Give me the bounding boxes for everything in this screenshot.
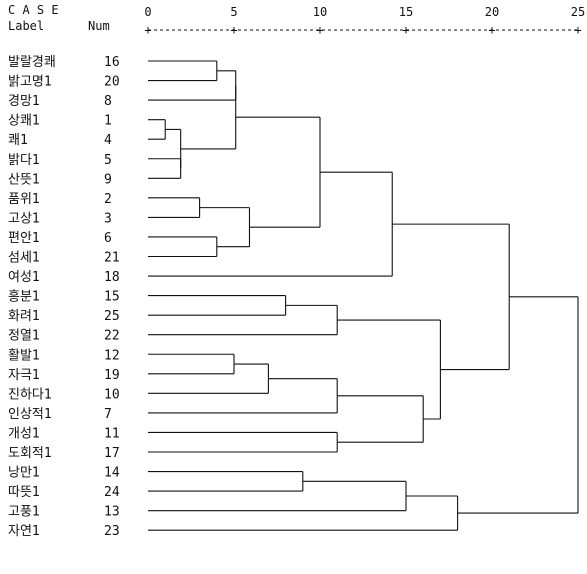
leaf-label: 고풍1 xyxy=(8,505,40,520)
leaf-number: 4 xyxy=(104,133,112,148)
leaf-number: 7 xyxy=(104,407,112,422)
leaf-label: 쾌1 xyxy=(8,133,28,148)
leaf-label: 화려1 xyxy=(8,309,40,324)
leaf-label: 경망1 xyxy=(8,94,40,109)
leaf-number: 9 xyxy=(104,172,112,187)
case-header-title: C A S E xyxy=(8,3,59,17)
axis-tick-plus: + xyxy=(574,23,581,37)
leaf-label: 밝고명1 xyxy=(8,75,52,90)
leaf-number: 15 xyxy=(104,290,120,305)
leaf-number: 6 xyxy=(104,231,112,246)
dendrogram-tree xyxy=(148,61,578,530)
leaf-label: 자극1 xyxy=(8,368,40,383)
leaf-number: 1 xyxy=(104,114,112,129)
leaf-number: 11 xyxy=(104,426,120,441)
leaf-number: 21 xyxy=(104,251,120,266)
axis-tick-label: 25 xyxy=(571,5,585,19)
leaf-label: 여성1 xyxy=(8,270,40,285)
axis-tick-plus: + xyxy=(316,23,323,37)
axis-tick-plus: + xyxy=(402,23,409,37)
axis-tick-plus: + xyxy=(144,23,151,37)
leaf-number: 23 xyxy=(104,524,120,539)
leaf-labels: 발랄경쾌 16 밝고명1 20 경망1 8 상쾌1 1 쾌1 4 밝다1 5 산뜻1 9 품위1 2 고상1 3 편… xyxy=(8,55,120,539)
leaf-number: 18 xyxy=(104,270,120,285)
leaf-label: 밝다1 xyxy=(8,153,40,168)
leaf-number: 12 xyxy=(104,348,120,363)
leaf-number: 13 xyxy=(104,505,120,520)
axis-tick-label: 10 xyxy=(313,5,327,19)
label-column-header: Label xyxy=(8,19,44,33)
leaf-label: 자연1 xyxy=(8,524,40,539)
distance-axis: 0 5 10 15 20 25 + + + + + + xyxy=(144,5,585,37)
leaf-label: 개성1 xyxy=(8,426,40,441)
leaf-label: 품위1 xyxy=(8,192,40,207)
leaf-label: 낭만1 xyxy=(8,466,40,481)
header: C A S E Label Num xyxy=(8,3,110,33)
axis-tick-label: 5 xyxy=(230,5,237,19)
leaf-number: 3 xyxy=(104,211,112,226)
axis-tick-plus: + xyxy=(488,23,495,37)
axis-tick-plus: + xyxy=(230,23,237,37)
leaf-label: 따뜻1 xyxy=(8,485,40,500)
axis-tick-label: 0 xyxy=(144,5,151,19)
leaf-number: 25 xyxy=(104,309,120,324)
leaf-number: 22 xyxy=(104,329,120,344)
leaf-number: 8 xyxy=(104,94,112,109)
leaf-label: 상쾌1 xyxy=(8,114,40,129)
num-column-header: Num xyxy=(88,19,110,33)
leaf-label: 편안1 xyxy=(8,231,40,246)
leaf-label: 도회적1 xyxy=(8,446,52,461)
leaf-number: 20 xyxy=(104,75,120,90)
leaf-number: 5 xyxy=(104,153,112,168)
leaf-label: 정열1 xyxy=(8,329,40,344)
leaf-label: 고상1 xyxy=(8,211,40,226)
leaf-label: 섬세1 xyxy=(8,251,40,266)
axis-tick-label: 15 xyxy=(399,5,413,19)
leaf-label: 진하다1 xyxy=(8,387,52,402)
leaf-number: 16 xyxy=(104,55,120,70)
leaf-number: 10 xyxy=(104,387,120,402)
leaf-label: 인상적1 xyxy=(8,407,52,422)
leaf-number: 24 xyxy=(104,485,120,500)
axis-tick-label: 20 xyxy=(485,5,499,19)
leaf-label: 발랄경쾌 xyxy=(8,55,56,70)
leaf-label: 활발1 xyxy=(8,348,40,363)
leaf-number: 17 xyxy=(104,446,120,461)
leaf-number: 19 xyxy=(104,368,120,383)
leaf-label: 산뜻1 xyxy=(8,172,40,187)
leaf-number: 2 xyxy=(104,192,112,207)
leaf-label: 흥분1 xyxy=(8,290,40,305)
leaf-number: 14 xyxy=(104,466,120,481)
